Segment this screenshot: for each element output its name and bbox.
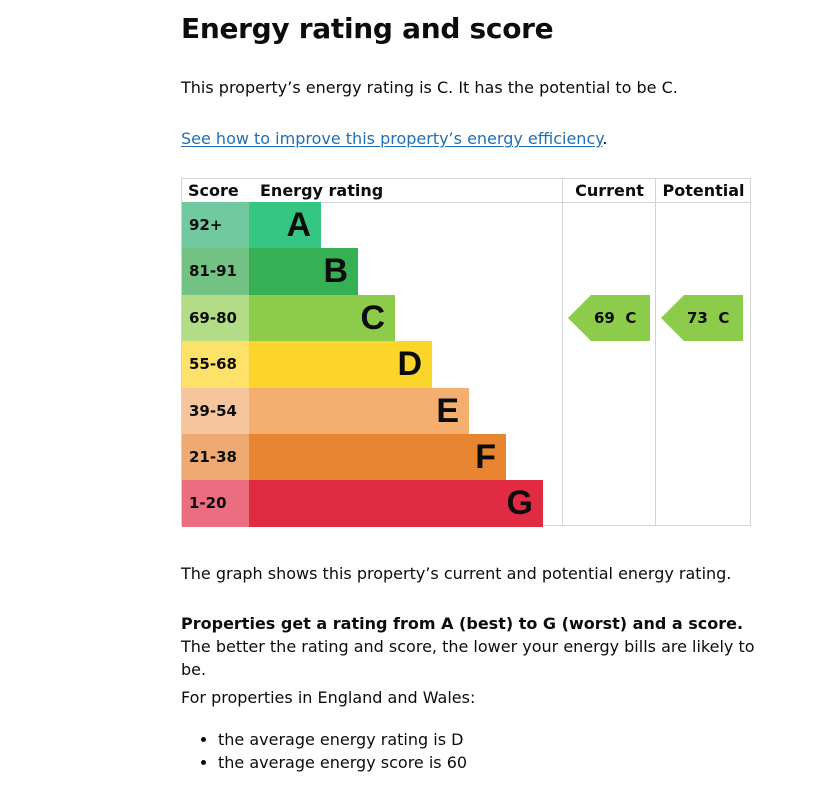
rating-explanation-bold: Properties get a rating from A (best) to…: [181, 614, 744, 633]
graph-note: The graph shows this property’s current …: [181, 564, 732, 583]
page-title: Energy rating and score: [181, 12, 554, 45]
current-column-divider: [562, 202, 563, 525]
arrow-fill: [661, 294, 743, 341]
band-score-range: 39-54: [182, 387, 249, 434]
england-wales-heading: For properties in England and Wales:: [181, 688, 476, 707]
header-divider: [182, 202, 750, 203]
averages-list: the average energy rating is D the avera…: [181, 728, 467, 774]
link-suffix: .: [602, 129, 608, 148]
rating-summary: This property’s energy rating is C. It h…: [181, 78, 678, 97]
arrow-shape: [661, 294, 743, 341]
band-bar: G: [249, 480, 543, 527]
list-item: the average energy rating is D: [218, 728, 467, 751]
header-potential: Potential: [655, 179, 751, 202]
band-bar: D: [249, 341, 432, 388]
improve-link-paragraph: See how to improve this property’s energ…: [181, 128, 608, 150]
band-score-range: 1-20: [182, 480, 249, 527]
band-score-range: 92+: [182, 202, 249, 249]
arrow-label: 73 C: [687, 308, 730, 327]
arrow-label: 69 C: [594, 308, 637, 327]
arrow-shape: [568, 294, 650, 341]
band-score-range: 81-91: [182, 248, 249, 295]
improve-efficiency-link[interactable]: See how to improve this property’s energ…: [181, 129, 603, 148]
potential-column-divider: [655, 202, 656, 525]
rating-explanation: Properties get a rating from A (best) to…: [181, 612, 761, 681]
current-rating-arrow: 69 C: [568, 294, 650, 341]
energy-rating-chart: Score Energy rating Current Potential 92…: [181, 178, 751, 527]
list-item: the average energy score is 60: [218, 751, 467, 774]
band-score-range: 69-80: [182, 294, 249, 342]
band-bar: B: [249, 248, 358, 295]
band-bar: F: [249, 434, 506, 481]
band-score-range: 21-38: [182, 434, 249, 481]
band-bar: E: [249, 387, 469, 434]
band-bar: C: [249, 294, 395, 342]
arrow-fill: [568, 294, 650, 341]
potential-rating-arrow: 73 C: [661, 294, 743, 341]
header-current: Current: [562, 179, 656, 202]
band-score-range: 55-68: [182, 341, 249, 388]
header-score: Score: [188, 181, 239, 200]
rating-explanation-rest: The better the rating and score, the low…: [181, 637, 755, 679]
band-bar: A: [249, 202, 321, 249]
header-energy-rating: Energy rating: [260, 181, 384, 200]
